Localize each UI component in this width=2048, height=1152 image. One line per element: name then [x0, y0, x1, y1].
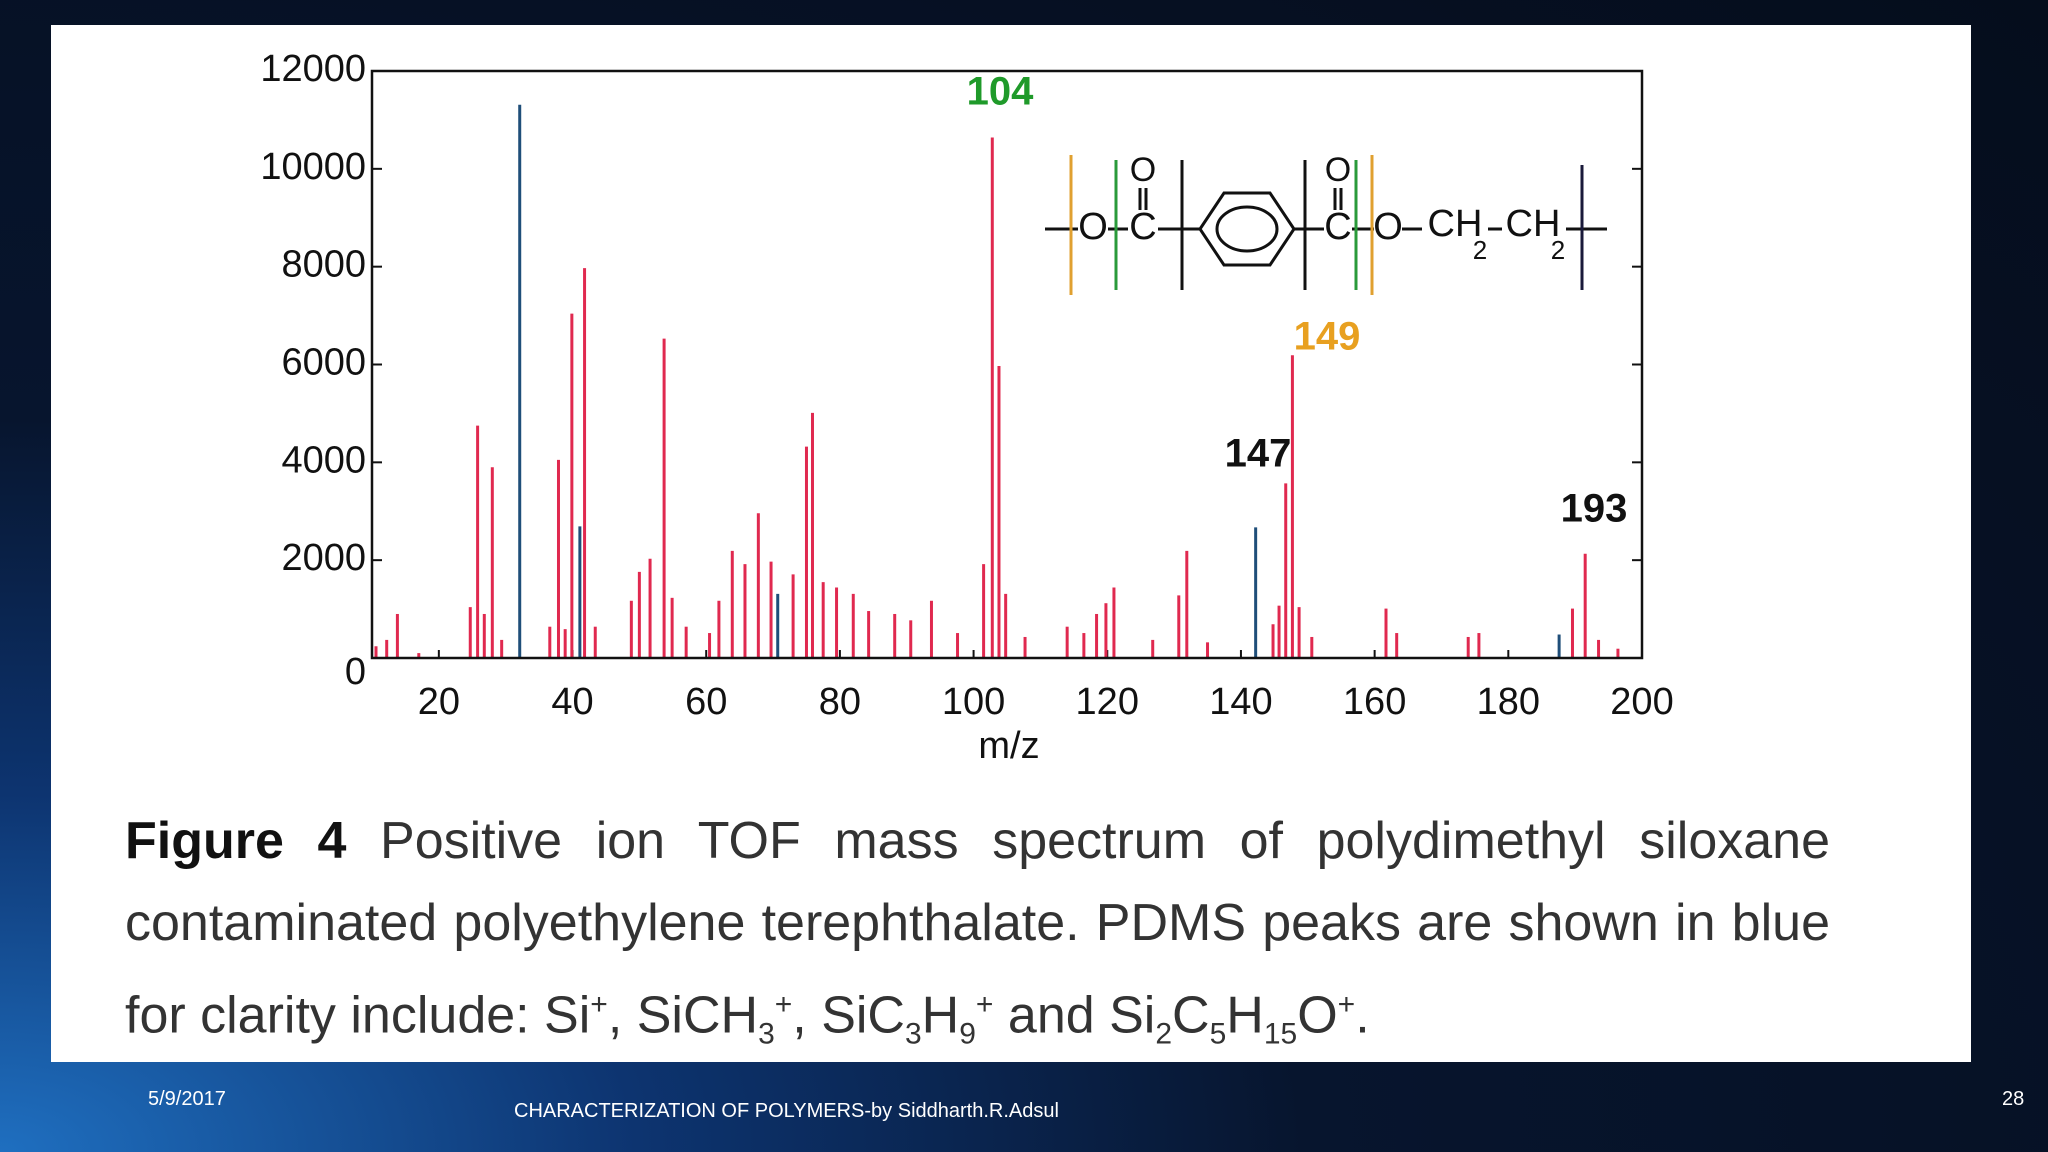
benzene-ring [1215, 205, 1279, 253]
peak-annotation: 147 [1225, 432, 1292, 476]
structure-label: C [1129, 206, 1156, 248]
caption-text: 2 [1155, 1017, 1173, 1051]
y-tick-label: 12000 [260, 48, 366, 90]
caption-text: H [921, 986, 960, 1045]
caption-text: and Si [993, 986, 1156, 1045]
caption-text: 3 [904, 1017, 922, 1051]
x-tick-label: 120 [1076, 681, 1139, 723]
caption-text: O [1297, 986, 1338, 1045]
caption-text: . [1355, 986, 1370, 1045]
structure-label: O [1325, 151, 1351, 189]
peak-annotation: 193 [1561, 487, 1628, 531]
caption-text: , SiCH [607, 986, 759, 1045]
structure-label: CH [1506, 203, 1561, 245]
structure-label: O [1373, 206, 1403, 248]
structure-label: C [1324, 206, 1351, 248]
caption-text: 5 [1209, 1017, 1227, 1051]
caption-text: Positive ion TOF mass spectrum of polydi… [125, 812, 1830, 1045]
x-tick-label: 60 [685, 681, 727, 723]
structure-label: CH [1428, 203, 1483, 245]
structure-label: 2 [1473, 235, 1487, 265]
caption-text: + [975, 988, 994, 1021]
x-tick-label: 20 [418, 681, 460, 723]
y-tick-label: 0 [345, 651, 366, 693]
x-tick-label: 160 [1343, 681, 1406, 723]
structure-label: O [1078, 206, 1108, 248]
structure-label: 2 [1551, 235, 1565, 265]
benzene [1198, 191, 1296, 267]
caption-text: 9 [959, 1017, 976, 1051]
caption-text: C [1172, 986, 1210, 1045]
page-number: 28 [2002, 1088, 2025, 1110]
footer: CHARACTERIZATION OF POLYMERS-by Siddhart… [514, 1100, 1059, 1122]
date: 5/9/2017 [148, 1088, 226, 1110]
x-tick-label: 40 [551, 681, 593, 723]
caption-text: 3 [758, 1017, 775, 1051]
caption-text: + [590, 988, 608, 1021]
x-tick-label: 100 [942, 681, 1005, 723]
y-tick-label: 6000 [281, 342, 366, 384]
x-tick-label: 140 [1209, 681, 1272, 723]
caption-text: 15 [1263, 1017, 1298, 1051]
x-tick-label: 180 [1477, 681, 1540, 723]
x-tick-label: 200 [1610, 681, 1673, 723]
y-tick-label: 8000 [281, 244, 366, 286]
y-tick-label: 4000 [281, 439, 366, 481]
x-axis-label: m/z [978, 725, 1039, 767]
y-tick-label: 10000 [260, 146, 366, 188]
structure-label: O [1130, 151, 1156, 189]
peak-annotation: 149 [1294, 315, 1361, 359]
peak-annotation: 104 [967, 70, 1034, 114]
caption-text: H [1226, 986, 1264, 1045]
caption-text: Figure 4 [125, 812, 347, 870]
caption-text: + [1337, 988, 1356, 1021]
caption-text: + [774, 988, 793, 1021]
y-tick-label: 2000 [281, 537, 366, 579]
caption-text: , SiC [792, 986, 905, 1045]
x-tick-label: 80 [819, 681, 861, 723]
plot-frame [370, 69, 1644, 660]
caption: Figure 4 Positive ion TOF mass spectrum … [125, 800, 1830, 1076]
